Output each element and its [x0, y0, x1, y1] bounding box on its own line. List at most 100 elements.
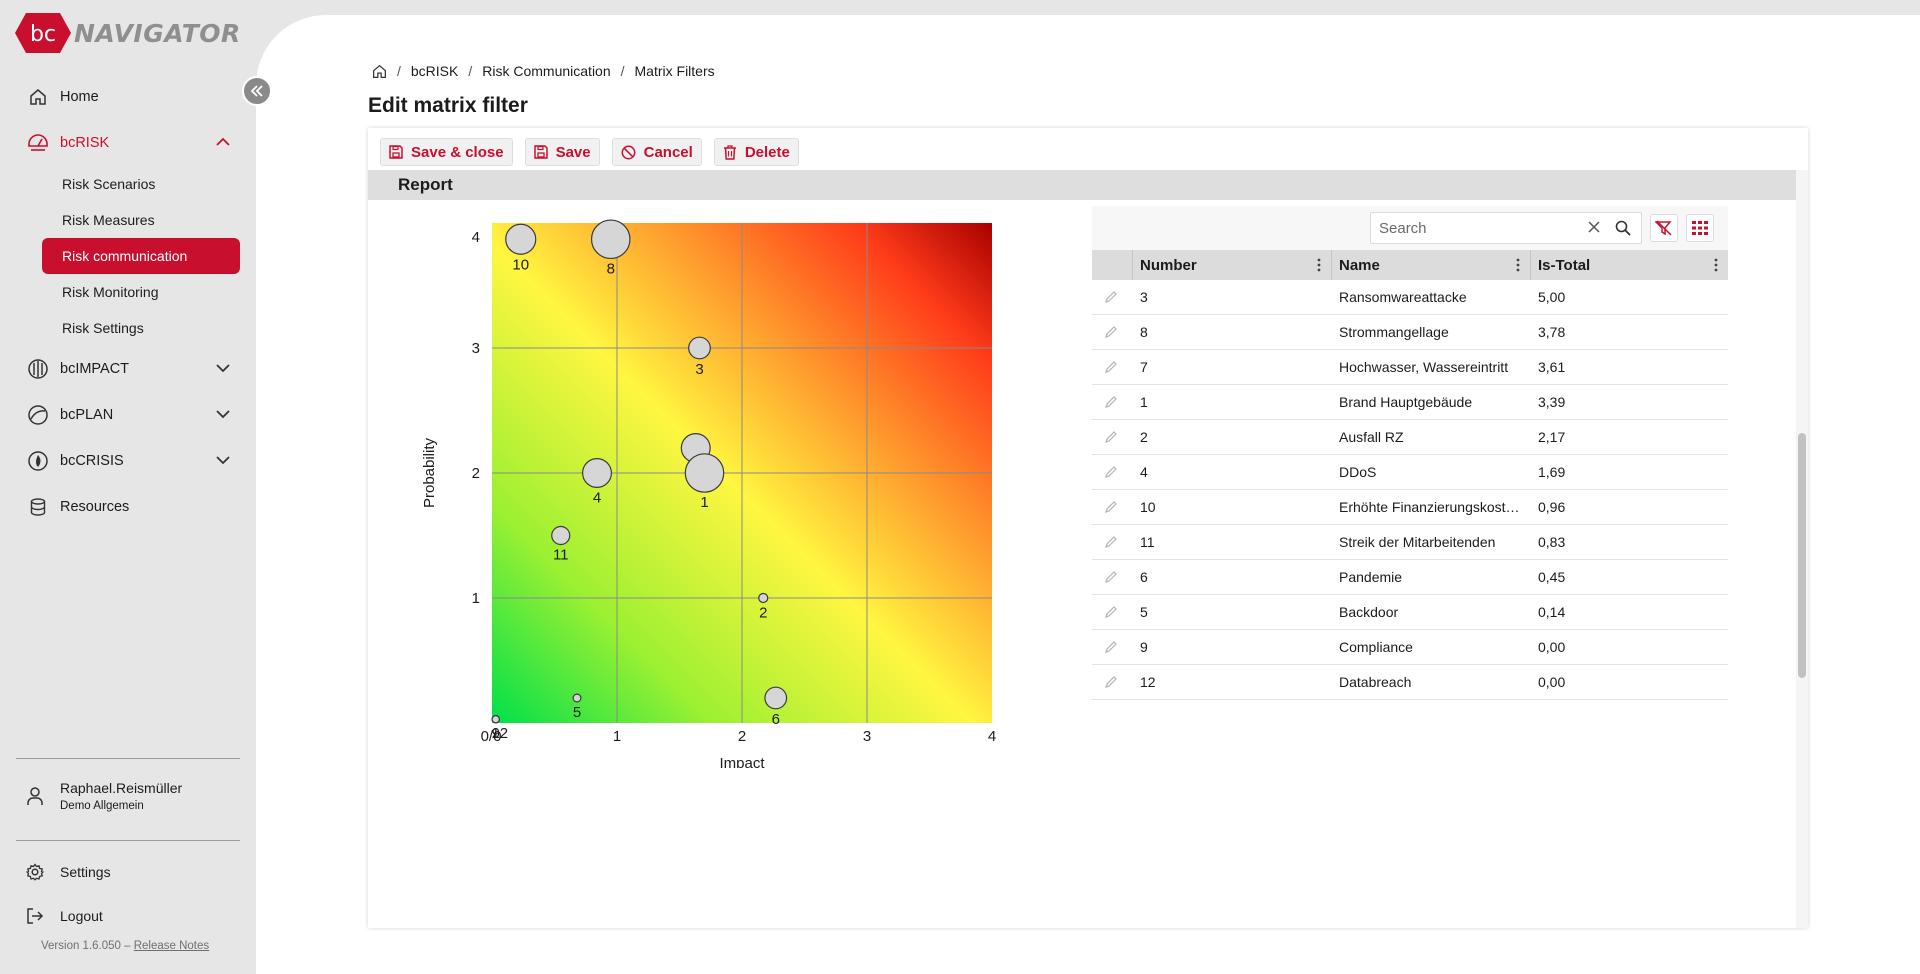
nav-item-logout[interactable]: Logout: [26, 904, 103, 928]
edit-cell[interactable]: [1092, 350, 1132, 384]
pencil-icon[interactable]: [1104, 570, 1118, 584]
pencil-icon[interactable]: [1104, 325, 1118, 339]
release-notes-link[interactable]: Release Notes: [133, 940, 210, 952]
breadcrumb-risk-communication[interactable]: Risk Communication: [482, 63, 611, 79]
risk-point[interactable]: [491, 715, 500, 724]
pencil-icon[interactable]: [1104, 360, 1118, 374]
clear-icon[interactable]: [1587, 220, 1601, 239]
risk-point[interactable]: [590, 219, 631, 260]
nav-item-resources[interactable]: Resources: [16, 484, 240, 530]
column-chooser-button[interactable]: [1686, 214, 1714, 242]
scrollbar-thumb[interactable]: [1798, 433, 1806, 678]
edit-cell[interactable]: [1092, 525, 1132, 559]
risk-point[interactable]: [551, 525, 571, 546]
breadcrumb-matrix-filters[interactable]: Matrix Filters: [634, 63, 715, 79]
cell-number: 9: [1140, 639, 1148, 655]
nav-item-bcimpact[interactable]: bcIMPACT: [16, 346, 240, 392]
risk-point-label: 12: [491, 725, 508, 742]
pencil-icon[interactable]: [1104, 535, 1118, 549]
chevron-down-icon[interactable]: [216, 453, 230, 469]
sidebar-item-risk-communication[interactable]: Risk communication: [42, 238, 240, 274]
table-row[interactable]: 9 Compliance 0,00: [1092, 630, 1728, 665]
cell-name: Brand Hauptgebäude: [1339, 394, 1473, 410]
x-axis-label: Impact: [719, 755, 765, 768]
cancel-button[interactable]: Cancel: [611, 138, 702, 166]
pencil-icon[interactable]: [1104, 675, 1118, 689]
cell-name: Strommangellage: [1339, 324, 1449, 340]
risk-point[interactable]: [688, 336, 711, 360]
edit-panel: Save & close Save Cancel Delete: [368, 128, 1808, 928]
pencil-icon[interactable]: [1104, 395, 1118, 409]
risk-point[interactable]: [505, 223, 537, 255]
page-title: Edit matrix filter: [368, 94, 528, 117]
table-row[interactable]: 7 Hochwasser, Wassereintritt 3,61: [1092, 350, 1728, 385]
table-row[interactable]: 5 Backdoor 0,14: [1092, 595, 1728, 630]
home-icon[interactable]: [372, 64, 387, 79]
edit-cell[interactable]: [1092, 315, 1132, 349]
header-is-total[interactable]: Is-Total: [1530, 250, 1728, 280]
table-row[interactable]: 6 Pandemie 0,45: [1092, 560, 1728, 595]
collapse-sidebar-button[interactable]: [242, 76, 272, 106]
pencil-icon[interactable]: [1104, 465, 1118, 479]
sidebar-item-risk-monitoring[interactable]: Risk Monitoring: [62, 284, 159, 300]
table-row[interactable]: 1 Brand Hauptgebäude 3,39: [1092, 385, 1728, 420]
risk-point[interactable]: [572, 693, 582, 703]
breadcrumb-bcrisk[interactable]: bcRISK: [410, 63, 459, 79]
edit-cell[interactable]: [1092, 455, 1132, 489]
edit-cell[interactable]: [1092, 630, 1132, 664]
table-row[interactable]: 3 Ransomwareattacke 5,00: [1092, 280, 1728, 315]
app-logo[interactable]: bc NAVIGATOR: [14, 12, 241, 54]
search-icon[interactable]: [1615, 220, 1631, 241]
table-row[interactable]: 8 Strommangellage 3,78: [1092, 315, 1728, 350]
chevron-down-icon[interactable]: [216, 361, 230, 377]
cell-number: 10: [1140, 499, 1156, 515]
nav-item-home[interactable]: Home: [16, 74, 240, 120]
edit-cell[interactable]: [1092, 560, 1132, 594]
save-close-button[interactable]: Save & close: [380, 138, 513, 166]
pencil-icon[interactable]: [1104, 500, 1118, 514]
search-input[interactable]: [1371, 219, 1571, 237]
cell-is-total: 3,61: [1538, 359, 1566, 375]
nav-item-bccrisis[interactable]: bcCRISIS: [16, 438, 240, 484]
user-profile[interactable]: Raphael.Reismüller Demo Allgemein: [26, 780, 182, 812]
table-row[interactable]: 2 Ausfall RZ 2,17: [1092, 420, 1728, 455]
pencil-icon[interactable]: [1104, 430, 1118, 444]
column-menu-icon[interactable]: [1317, 258, 1321, 276]
column-menu-icon[interactable]: [1516, 258, 1520, 276]
edit-cell[interactable]: [1092, 665, 1132, 699]
cancel-icon: [621, 145, 636, 160]
save-button[interactable]: Save: [524, 138, 600, 166]
chevron-down-icon[interactable]: [216, 407, 230, 423]
risk-point[interactable]: [684, 453, 725, 493]
nav-item-bcrisk[interactable]: bcRISK: [16, 120, 240, 166]
risk-point[interactable]: [758, 592, 769, 604]
sidebar-item-risk-scenarios[interactable]: Risk Scenarios: [62, 176, 156, 192]
pencil-icon[interactable]: [1104, 290, 1118, 304]
pencil-icon[interactable]: [1104, 605, 1118, 619]
edit-cell[interactable]: [1092, 385, 1132, 419]
nav-item-settings[interactable]: Settings: [26, 860, 111, 884]
scrollbar-track[interactable]: [1796, 170, 1808, 928]
nav-label-settings: Settings: [60, 864, 111, 880]
edit-cell[interactable]: [1092, 490, 1132, 524]
sidebar-item-risk-measures[interactable]: Risk Measures: [62, 212, 155, 228]
column-menu-icon[interactable]: [1714, 258, 1718, 276]
table-row[interactable]: 12 Databreach 0,00: [1092, 665, 1728, 700]
risk-point[interactable]: [582, 458, 613, 489]
edit-cell[interactable]: [1092, 595, 1132, 629]
nav-item-bcplan[interactable]: bcPLAN: [16, 392, 240, 438]
risk-point[interactable]: [764, 686, 788, 710]
table-row[interactable]: 10 Erhöhte Finanzierungskost… 0,96: [1092, 490, 1728, 525]
header-number[interactable]: Number: [1132, 250, 1331, 280]
clear-filter-button[interactable]: [1650, 214, 1678, 242]
edit-cell[interactable]: [1092, 420, 1132, 454]
sidebar-item-risk-settings[interactable]: Risk Settings: [62, 320, 144, 336]
delete-button[interactable]: Delete: [713, 138, 799, 166]
header-name[interactable]: Name: [1331, 250, 1530, 280]
chevron-up-icon[interactable]: [216, 135, 230, 151]
table-row[interactable]: 11 Streik der Mitarbeitenden 0,83: [1092, 525, 1728, 560]
table-row[interactable]: 4 DDoS 1,69: [1092, 455, 1728, 490]
pencil-icon[interactable]: [1104, 640, 1118, 654]
edit-cell[interactable]: [1092, 280, 1132, 314]
nav-label-home: Home: [60, 89, 99, 105]
